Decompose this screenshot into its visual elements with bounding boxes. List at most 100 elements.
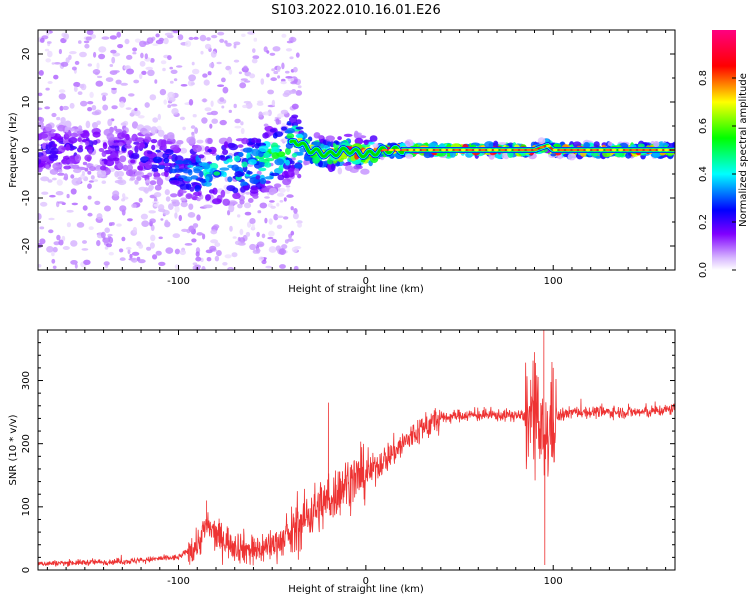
- heatmap-noise-cell: [268, 246, 277, 253]
- heatmap-noise-cell: [276, 202, 280, 207]
- ridge-fleck: [611, 148, 617, 152]
- heatmap-cell: [146, 150, 153, 155]
- heatmap-cell: [119, 155, 127, 163]
- heatmap-cell: [40, 176, 50, 182]
- ridge-fleck: [657, 148, 663, 152]
- heatmap-noise-cell: [44, 106, 51, 110]
- heatmap-cell: [291, 153, 298, 158]
- heatmap-noise-cell: [170, 199, 179, 202]
- heatmap-cell: [117, 162, 124, 170]
- heatmap-noise-cell: [266, 73, 270, 78]
- heatmap-noise-cell: [200, 50, 204, 55]
- heatmap-cell: [243, 185, 250, 190]
- ridge-fleck: [578, 148, 584, 152]
- heatmap-cell: [144, 161, 153, 169]
- colorbar-tick-label: 0.0: [698, 262, 709, 278]
- heatmap-noise-cell: [116, 31, 121, 38]
- heatmap-noise-cell: [100, 231, 106, 239]
- heatmap-noise-cell: [209, 245, 217, 251]
- heatmap-noise-cell: [196, 139, 204, 144]
- heatmap-cell: [74, 154, 82, 163]
- heatmap-cell: [289, 116, 298, 124]
- heatmap-noise-cell: [81, 170, 85, 176]
- heatmap-noise-cell: [163, 99, 167, 105]
- heatmap-noise-cell: [115, 79, 122, 85]
- heatmap-noise-cell: [244, 80, 251, 83]
- heatmap-cell: [285, 147, 291, 155]
- heatmap-noise-cell: [87, 101, 94, 105]
- heatmap-cell: [164, 166, 171, 173]
- heatmap-noise-cell: [267, 89, 274, 95]
- heatmap-noise-cell: [46, 41, 52, 44]
- heatmap-noise-cell: [146, 246, 152, 251]
- heatmap-noise-cell: [148, 210, 154, 214]
- heatmap-cell: [331, 163, 336, 172]
- heatmap-noise-cell: [279, 248, 286, 256]
- heatmap-noise-cell: [188, 225, 195, 233]
- heatmap-noise-cell: [138, 243, 144, 249]
- heatmap-noise-cell: [192, 114, 197, 118]
- heatmap-noise-cell: [281, 123, 286, 127]
- heatmap-noise-cell: [59, 105, 64, 111]
- heatmap-noise-cell: [131, 203, 137, 208]
- heatmap-noise-cell: [240, 78, 248, 81]
- heatmap-noise-cell: [211, 34, 218, 39]
- heatmap-noise-cell: [154, 79, 158, 84]
- heatmap-noise-cell: [268, 230, 275, 237]
- heatmap-noise-cell: [108, 236, 114, 244]
- heatmap-noise-cell: [272, 46, 281, 52]
- spectrogram-x-axis: -100 0 100: [46, 30, 667, 287]
- heatmap-noise-cell: [144, 53, 148, 60]
- heatmap-cell: [125, 134, 130, 141]
- heatmap-cell: [100, 165, 107, 171]
- heatmap-noise-cell: [217, 31, 225, 36]
- heatmap-noise-cell: [132, 52, 137, 55]
- snr-y-axis: 0 100 200 300: [21, 329, 675, 573]
- heatmap-cell: [63, 173, 69, 181]
- colorbar-gradient: [712, 30, 736, 270]
- heatmap-cell: [224, 141, 228, 148]
- heatmap-cell: [484, 141, 494, 149]
- heatmap-noise-cell: [66, 222, 71, 228]
- x-tick-label: 0: [363, 276, 369, 287]
- heatmap-noise-cell: [258, 111, 263, 118]
- heatmap-noise-cell: [286, 194, 294, 198]
- heatmap-noise-cell: [238, 71, 242, 75]
- heatmap-noise-cell: [134, 38, 141, 43]
- heatmap-noise-cell: [79, 84, 85, 89]
- heatmap-noise-cell: [132, 47, 138, 52]
- heatmap-noise-cell: [58, 89, 66, 93]
- heatmap-noise-cell: [80, 100, 88, 107]
- heatmap-cell: [106, 132, 115, 141]
- heatmap-cell: [92, 131, 101, 138]
- heatmap-cell: [213, 171, 221, 176]
- heatmap-noise-cell: [296, 220, 303, 224]
- heatmap-noise-cell: [157, 113, 161, 121]
- heatmap-cell: [134, 170, 144, 177]
- heatmap-cell: [295, 133, 303, 139]
- heatmap-noise-cell: [102, 104, 109, 111]
- heatmap-cell: [297, 173, 302, 179]
- heatmap-cell: [150, 126, 158, 134]
- heatmap-cell: [144, 187, 149, 194]
- heatmap-noise-cell: [264, 217, 268, 224]
- heatmap-cell: [176, 140, 184, 145]
- heatmap-cell: [567, 153, 576, 161]
- heatmap-cell: [228, 200, 238, 206]
- heatmap-noise-cell: [87, 107, 93, 112]
- heatmap-cell: [39, 155, 49, 162]
- heatmap-noise-cell: [96, 62, 100, 69]
- heatmap-cell: [101, 150, 107, 157]
- heatmap-noise-cell: [190, 125, 196, 129]
- heatmap-noise-cell: [283, 216, 289, 220]
- heatmap-noise-cell: [293, 208, 298, 214]
- heatmap-cell: [369, 135, 378, 142]
- heatmap-noise-cell: [160, 218, 164, 221]
- heatmap-cell: [179, 190, 187, 194]
- heatmap-noise-cell: [150, 224, 155, 231]
- heatmap-cell: [325, 135, 335, 142]
- heatmap-cell: [107, 118, 113, 127]
- heatmap-noise-cell: [116, 223, 122, 227]
- heatmap-cell: [175, 160, 184, 165]
- heatmap-cell: [363, 139, 369, 146]
